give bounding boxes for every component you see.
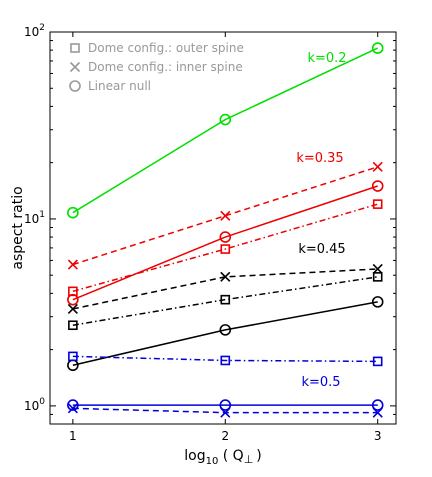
data-point [372,199,383,209]
data-point [371,180,384,192]
y-tick-label: 101 [24,210,45,226]
series-line [72,203,378,293]
series-group-label: k=0.2 [307,51,346,66]
series-line [72,276,378,326]
y-tick-label: 100 [24,397,45,413]
x-axis-label-sub: 10 [206,456,219,467]
series-k=0.35-square [68,199,383,297]
data-point [67,206,79,219]
data-point [220,407,231,418]
x-tick-label: 1 [69,429,77,443]
data-point [372,263,383,275]
data-point [68,286,78,297]
data-point [219,231,232,243]
x-tick-label: 3 [374,429,382,443]
series-line [72,47,379,214]
x-axis-label-perp: ⊥ [244,453,254,466]
data-point [220,244,231,254]
series-k=0.2-circle [67,42,384,219]
data-point [220,271,231,282]
legend-marker-square [70,43,80,53]
data-point [372,161,383,172]
data-point [372,407,383,418]
series-k=0.45-circle [67,296,384,372]
data-point [219,113,232,126]
series-k=0.45-square [68,272,383,331]
legend-marker-x [69,61,81,73]
series-k=0.45-x [67,263,383,315]
x-axis-label-close: ) [256,448,261,464]
data-point [219,324,232,336]
y-axis-label: aspect ratio [10,186,26,269]
x-tick-label: 2 [221,429,229,443]
series-line [72,355,378,363]
x-axis-label: log10 ( Q⊥) [184,448,262,467]
legend-label: Linear null [88,79,151,93]
y-tick-label: 102 [24,23,45,39]
series-group-label: k=0.5 [301,375,340,390]
data-point [371,399,384,411]
series-k=0.5-square [68,351,383,367]
x-axis-label-log: log [184,448,205,464]
data-point [68,351,78,362]
plot-frame [49,31,397,425]
legend: Dome config.: outer spine Dome config.: i… [69,41,244,93]
series-k=0.35-circle [67,180,384,306]
data-point [220,294,231,305]
data-point [372,356,383,367]
legend-label: Dome config.: inner spine [88,60,243,74]
group-labels: k=0.2 k=0.35 k=0.45 k=0.5 [296,51,346,390]
data-point [220,355,231,366]
data-point [371,42,384,54]
series-k=0.35-x [67,161,383,270]
legend-marker-circle [69,80,81,92]
x-axis-label-q: ( Q [223,448,244,464]
series-line [72,301,378,366]
data-point [67,403,78,414]
legend-label: Dome config.: outer spine [88,41,244,55]
axis-ticks: 1 2 3 100 101 102 [24,23,396,443]
data-point [68,320,78,331]
data-point [67,303,78,315]
series-group-label: k=0.45 [298,242,345,257]
series-k=0.5-circle [67,399,384,411]
data-point [220,210,231,221]
data-point [67,259,78,270]
series-k=0.5-x [67,403,383,418]
data-point [219,399,232,411]
series-layer [67,42,384,418]
series-group-label: k=0.35 [296,151,343,166]
series-line [72,185,378,301]
data-point [372,272,383,282]
data-point [67,399,79,411]
data-point [371,296,384,308]
